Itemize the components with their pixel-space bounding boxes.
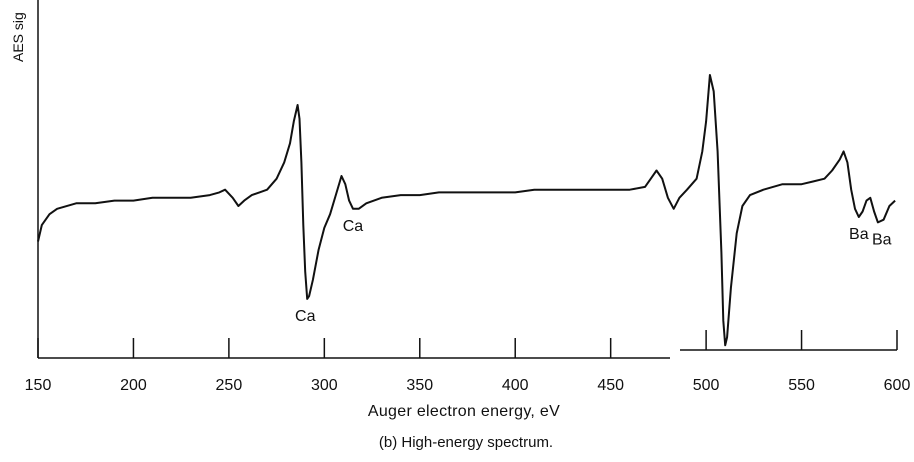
series-group [37, 74, 896, 347]
y-axis-label: AES sig [10, 12, 26, 62]
x-tick-label: 200 [120, 377, 147, 394]
x-tick-label: 550 [788, 377, 815, 394]
axes-group [37, 0, 897, 359]
x-tick-label: 600 [884, 377, 911, 394]
x-tick-label: 150 [25, 377, 52, 394]
peak-label: Ca [343, 218, 364, 235]
x-tick-label: 300 [311, 377, 338, 394]
figure-caption: (b) High-energy spectrum. [379, 434, 553, 451]
x-tick-label: 250 [216, 377, 243, 394]
x-tick-label: 350 [406, 377, 433, 394]
peak-label: Ba [849, 226, 869, 243]
peak-label: Ba [872, 231, 892, 248]
x-tick-label: 450 [597, 377, 624, 394]
peak-labels-group: Ca Ca Ba Ba [295, 218, 892, 325]
x-axis-label: Auger electron energy, eV [368, 403, 560, 420]
x-ticks-group: 150 200 250 300 350 400 450 500 550 600 [25, 330, 911, 394]
spectrum-line [37, 74, 896, 347]
x-tick-label: 400 [502, 377, 529, 394]
peak-label: Ca [295, 308, 316, 325]
x-tick-label: 500 [693, 377, 720, 394]
